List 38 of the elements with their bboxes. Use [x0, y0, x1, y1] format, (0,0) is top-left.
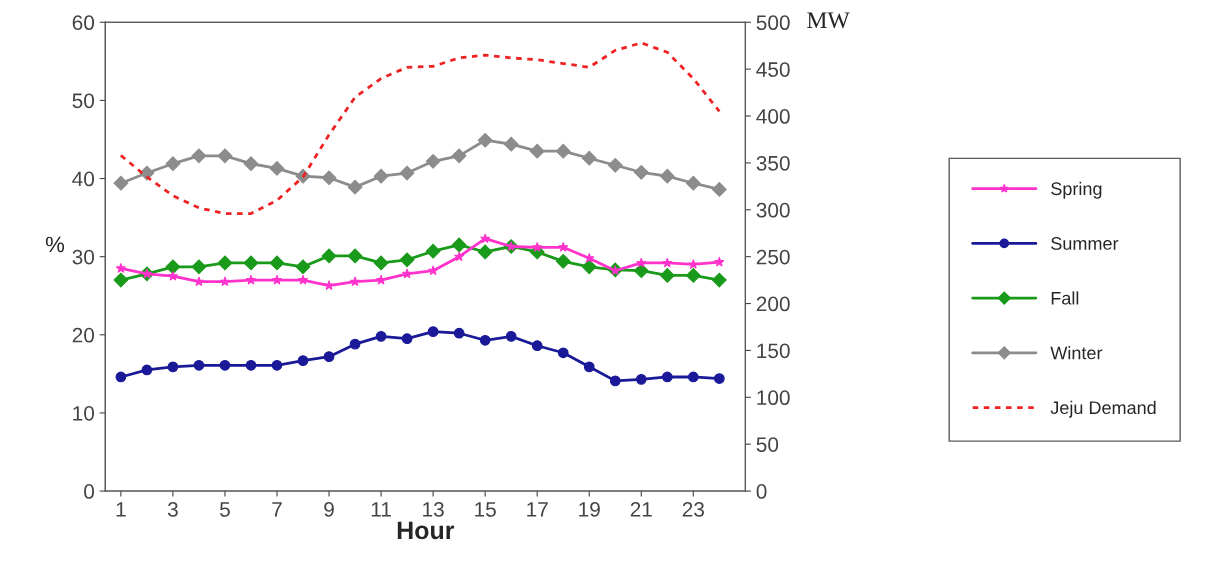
y2-tick-label: 300 [756, 202, 790, 218]
x-tick-label: 13 [423, 502, 444, 517]
y2-tick-label: 100 [757, 390, 790, 406]
y-tick-label: 10 [73, 405, 95, 421]
x-tick-label: 3 [167, 502, 178, 517]
x-tick-label: 19 [579, 502, 600, 517]
legend-label: Winter [1050, 346, 1103, 360]
x-axis-title: Hour [397, 521, 455, 540]
x-tick-label: 1 [116, 502, 126, 517]
y2-tick-label: 450 [756, 62, 790, 77]
y2-axis-title: MW [807, 12, 850, 29]
y2-tick-label: 150 [757, 343, 790, 359]
y2-tick-label: 500 [756, 15, 790, 31]
x-tick-label: 17 [527, 502, 548, 517]
y2-tick-label: 400 [756, 109, 790, 124]
legend-label: Fall [1051, 291, 1079, 305]
x-tick-label: 15 [475, 502, 496, 517]
x-tick-label: 9 [324, 502, 334, 517]
y-tick-label: 60 [72, 15, 95, 31]
x-tick-label: 7 [272, 502, 282, 517]
y2-tick-label: 0 [756, 484, 767, 499]
x-tick-label: 23 [682, 502, 704, 517]
legend-label: Summer [1051, 237, 1119, 250]
y2-tick-label: 350 [756, 155, 790, 171]
y2-tick-label: 200 [756, 296, 790, 312]
y2-tick-label: 50 [756, 437, 779, 452]
y-tick-label: 30 [72, 249, 95, 265]
y2-tick-label: 250 [756, 249, 790, 265]
y-tick-label: 20 [72, 327, 95, 343]
legend-label: Jeju Demand [1050, 400, 1156, 418]
x-tick-label: 11 [371, 502, 391, 517]
y-tick-label: 40 [72, 171, 95, 187]
y-axis-title: % [45, 236, 65, 253]
x-tick-label: 21 [630, 502, 652, 517]
legend-label: Spring [1051, 181, 1102, 199]
y-tick-label: 50 [72, 93, 95, 109]
y-tick-label: 0 [84, 484, 95, 499]
x-tick-label: 5 [220, 502, 230, 517]
